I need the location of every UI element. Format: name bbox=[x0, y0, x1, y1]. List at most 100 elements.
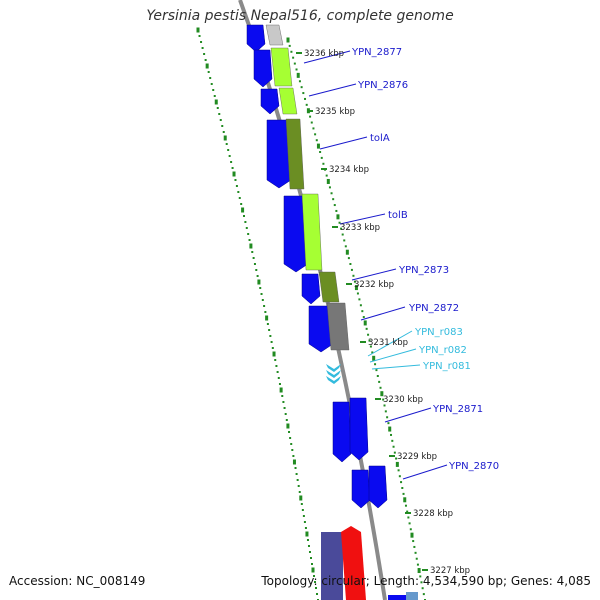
rna-label: YPN_r083 bbox=[414, 327, 463, 338]
tick-dot bbox=[242, 215, 245, 217]
tick-dot bbox=[374, 363, 377, 366]
tick-dot bbox=[298, 491, 301, 493]
ruler-label: 3227 kbp bbox=[430, 566, 470, 576]
tick-dot bbox=[218, 113, 221, 115]
tick-dot bbox=[283, 407, 286, 409]
tick-dot bbox=[277, 377, 280, 379]
tick-dot bbox=[207, 71, 210, 73]
leader-line bbox=[402, 464, 448, 480]
tick-dot bbox=[407, 516, 410, 519]
tick-dot bbox=[282, 401, 285, 403]
tick-dot bbox=[221, 125, 224, 127]
gene-arrow bbox=[332, 401, 352, 463]
tick-dot bbox=[286, 423, 290, 429]
tick-dot bbox=[263, 305, 266, 307]
cog-box bbox=[318, 271, 340, 303]
rna-arrow bbox=[326, 376, 341, 384]
tick-dot bbox=[365, 327, 368, 330]
tick-dot bbox=[268, 329, 271, 331]
tick-dot bbox=[290, 443, 293, 445]
tick-dot bbox=[228, 155, 231, 157]
tick-dot bbox=[326, 178, 330, 184]
tick-dot bbox=[304, 527, 307, 529]
gene-label: YPN_2872 bbox=[408, 303, 459, 314]
tick-dot bbox=[341, 233, 344, 236]
tick-dot bbox=[378, 380, 381, 383]
leader-line bbox=[319, 136, 368, 150]
tick-dot bbox=[397, 469, 400, 472]
tick-dot bbox=[297, 485, 300, 487]
tick-dot bbox=[383, 404, 386, 407]
tick-dot bbox=[336, 214, 340, 220]
tick-dot bbox=[219, 119, 222, 121]
tick-dot bbox=[293, 62, 296, 65]
tick-dot bbox=[257, 279, 261, 285]
tick-dot bbox=[235, 185, 238, 187]
tick-dot bbox=[231, 167, 234, 169]
tick-dot bbox=[248, 239, 251, 241]
tick-dot bbox=[292, 455, 295, 457]
gene-arrow bbox=[368, 465, 388, 509]
tick-dot bbox=[359, 304, 362, 307]
tick-dot bbox=[416, 563, 419, 566]
tick-dot bbox=[420, 581, 423, 584]
tick-dot bbox=[240, 203, 243, 205]
tick-dot bbox=[414, 551, 417, 554]
tick-dot bbox=[266, 323, 269, 325]
tick-dot bbox=[312, 127, 315, 130]
tick-dot bbox=[316, 593, 319, 595]
tick-dot bbox=[408, 522, 411, 525]
tick-dot bbox=[210, 83, 213, 85]
ruler-label: 3230 kbp bbox=[383, 395, 423, 405]
ruler-label: 3235 kbp bbox=[315, 107, 355, 117]
tick-dot bbox=[296, 479, 299, 481]
tick-dot bbox=[305, 531, 309, 537]
gene-label: YPN_2870 bbox=[448, 461, 499, 472]
tick-dot bbox=[295, 68, 298, 71]
tick-dot bbox=[358, 298, 361, 301]
tick-dot bbox=[227, 149, 230, 151]
tick-dot bbox=[213, 95, 216, 97]
gene-arrow bbox=[253, 49, 273, 88]
rna-arrow bbox=[326, 364, 341, 372]
tick-dot bbox=[294, 467, 297, 469]
tick-dot bbox=[225, 143, 228, 145]
tick-dot bbox=[222, 131, 225, 133]
tick-dot bbox=[300, 503, 303, 505]
tick-dot bbox=[395, 461, 399, 467]
cog-box bbox=[278, 87, 298, 115]
ruler-label: 3231 kbp bbox=[368, 338, 408, 348]
tick-dot bbox=[201, 47, 204, 49]
tick-dot bbox=[387, 422, 390, 425]
tick-dot bbox=[415, 557, 418, 560]
gene-label: tolB bbox=[388, 210, 408, 221]
topology-text: Topology: circular; Length: 4,534,590 bp… bbox=[261, 574, 591, 588]
gene-label: YPN_2871 bbox=[432, 404, 483, 415]
tick-dot bbox=[363, 320, 367, 326]
leader-line bbox=[369, 348, 417, 363]
tick-dot bbox=[230, 161, 233, 163]
tick-dot bbox=[306, 539, 309, 541]
tick-dot bbox=[209, 77, 212, 79]
ruler-label: 3236 kbp bbox=[304, 49, 344, 59]
tick-dot bbox=[288, 44, 291, 47]
tick-dot bbox=[298, 80, 301, 83]
gene-arrow bbox=[260, 88, 280, 115]
tick-dot bbox=[315, 139, 318, 142]
tick-dot bbox=[367, 333, 370, 336]
tick-dot bbox=[284, 413, 287, 415]
tick-dot bbox=[311, 567, 315, 573]
tick-dot bbox=[352, 274, 355, 277]
leader-line bbox=[308, 83, 357, 97]
gene-label: YPN_2873 bbox=[398, 265, 449, 276]
tick-dot bbox=[247, 233, 250, 235]
tick-dot bbox=[310, 563, 313, 565]
tick-dot bbox=[292, 56, 295, 59]
tick-dot bbox=[372, 355, 376, 361]
tick-dot bbox=[354, 285, 358, 291]
tick-dot bbox=[353, 280, 356, 283]
leader-line bbox=[360, 306, 406, 321]
gene-label: YPN_2877 bbox=[351, 47, 402, 58]
feature-labels: YPN_2877 YPN_2876 tolA tolB YPN_2873 YPN_2872… bbox=[351, 47, 499, 472]
